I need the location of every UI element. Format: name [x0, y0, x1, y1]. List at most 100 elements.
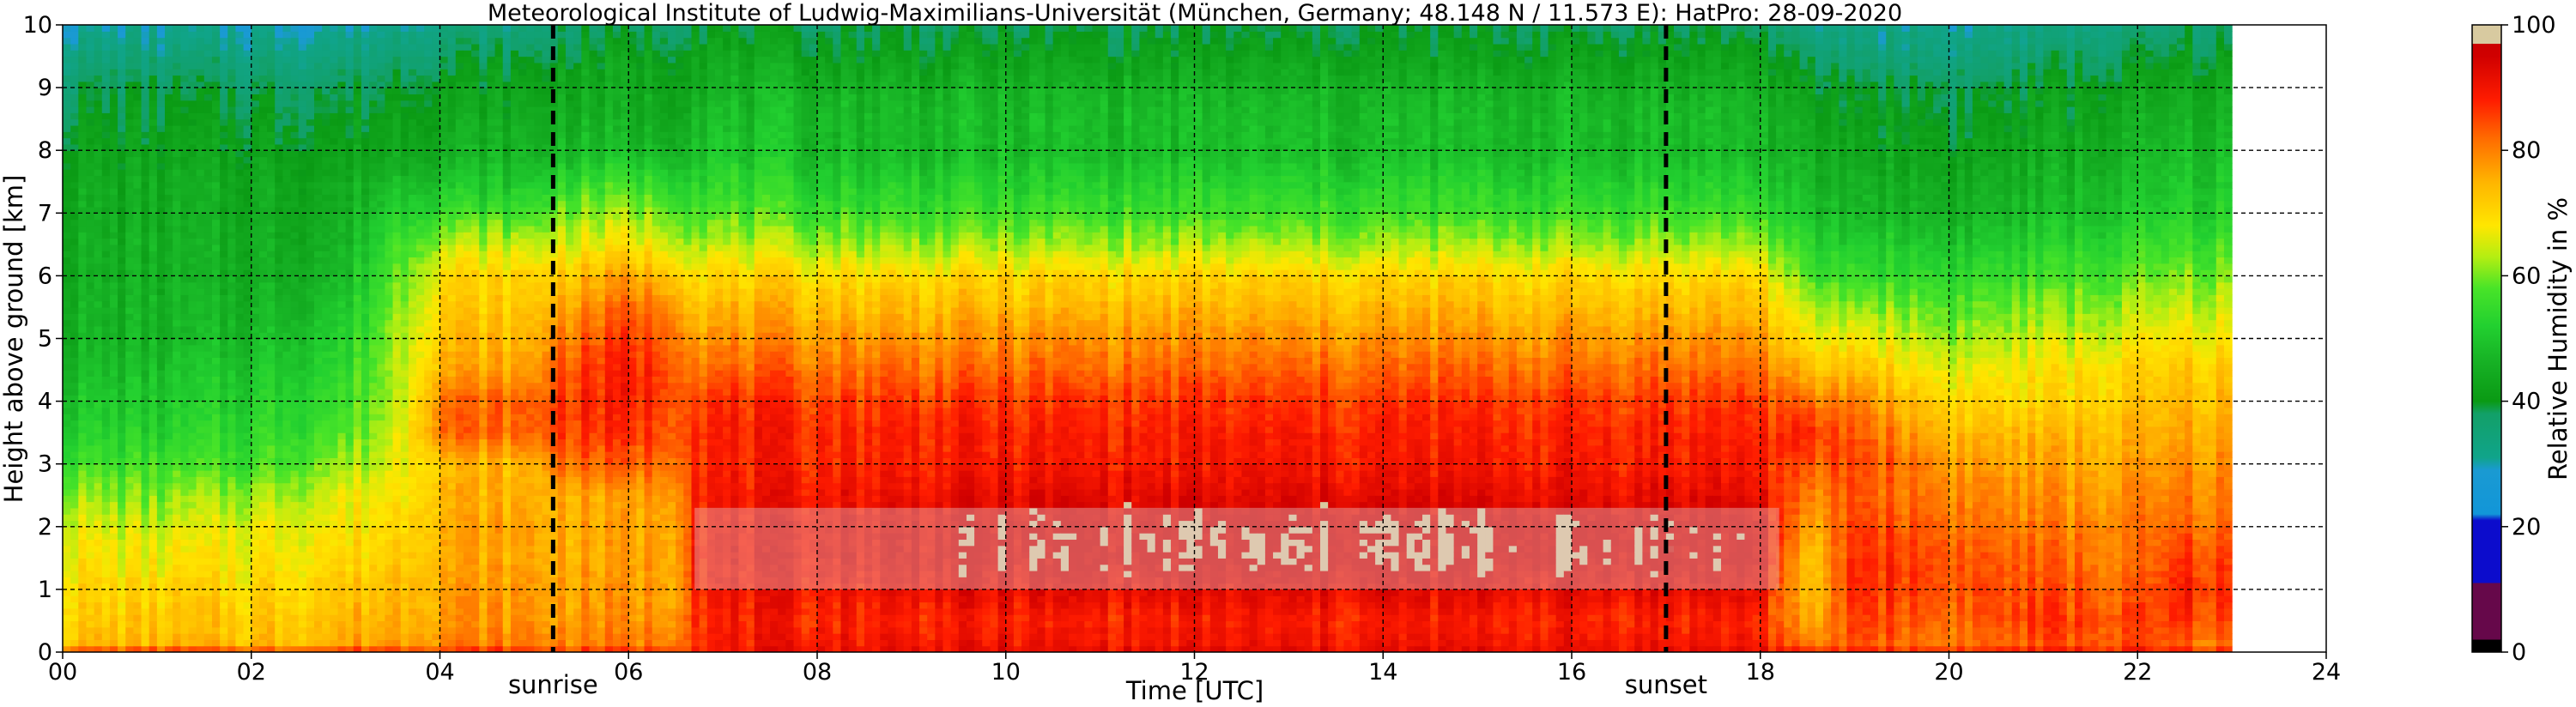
heatmap-cell: [369, 470, 378, 477]
heatmap-cell: [173, 100, 181, 107]
heatmap-cell: [322, 275, 330, 283]
heatmap-cell: [377, 507, 386, 515]
heatmap-cell: [290, 533, 300, 541]
heatmap-cell: [439, 50, 449, 57]
heatmap-cell: [86, 488, 95, 496]
heatmap-cell: [109, 476, 118, 484]
heatmap-cell: [258, 156, 268, 164]
heatmap-cell: [63, 614, 71, 622]
heatmap-cell: [447, 306, 457, 314]
heatmap-cell: [369, 332, 378, 340]
heatmap-cell: [258, 382, 268, 390]
heatmap-cell: [439, 325, 449, 333]
heatmap-cell: [125, 545, 135, 553]
heatmap-cell: [243, 357, 252, 365]
heatmap-cell: [377, 414, 386, 421]
heatmap-cell: [165, 463, 173, 471]
heatmap-cell: [439, 507, 449, 515]
heatmap-cell: [109, 25, 118, 32]
heatmap-cell: [408, 124, 417, 132]
heatmap-cell: [227, 269, 237, 276]
heatmap-cell: [258, 25, 268, 32]
heatmap-cell: [109, 319, 118, 327]
heatmap-cell: [94, 401, 103, 408]
heatmap-cell: [337, 169, 347, 177]
heatmap-cell: [361, 275, 370, 283]
heatmap-cell: [243, 376, 252, 384]
heatmap-cell: [298, 275, 307, 283]
heatmap-cell: [148, 482, 158, 490]
heatmap-cell: [101, 88, 111, 95]
heatmap-cell: [400, 401, 409, 408]
heatmap-cell: [290, 332, 300, 340]
heatmap-cell: [165, 520, 173, 528]
heatmap-cell: [220, 150, 228, 158]
heatmap-cell: [258, 56, 268, 63]
heatmap-cell: [165, 601, 173, 609]
heatmap-cell: [258, 338, 268, 346]
heatmap-cell: [432, 344, 441, 352]
heatmap-cell: [141, 43, 150, 51]
heatmap-cell: [251, 438, 260, 446]
heatmap-cell: [101, 69, 111, 76]
heatmap-cell: [400, 124, 409, 132]
heatmap-cell: [298, 357, 307, 365]
heatmap-cell: [148, 395, 158, 402]
heatmap-cell: [330, 495, 339, 503]
heatmap-cell: [416, 577, 425, 584]
heatmap-cell: [180, 181, 190, 189]
heatmap-cell: [125, 633, 135, 640]
heatmap-cell: [109, 407, 118, 414]
heatmap-cell: [156, 43, 166, 51]
heatmap-cell: [203, 533, 213, 541]
heatmap-cell: [330, 294, 339, 302]
heatmap-cell: [369, 169, 378, 177]
heatmap-cell: [439, 225, 449, 233]
heatmap-cell: [227, 244, 237, 251]
heatmap-cell: [337, 614, 347, 622]
heatmap-cell: [385, 545, 394, 553]
heatmap-cell: [196, 520, 205, 528]
heatmap-cell: [94, 319, 103, 327]
heatmap-cell: [70, 251, 79, 258]
heatmap-cell: [282, 81, 292, 88]
heatmap-cell: [203, 150, 213, 158]
heatmap-cell: [141, 306, 150, 314]
heatmap-cell: [424, 288, 433, 295]
heatmap-cell: [353, 626, 362, 634]
heatmap-cell: [165, 470, 173, 477]
heatmap-cell: [416, 118, 425, 126]
heatmap-cell: [188, 370, 197, 377]
heatmap-cell: [306, 56, 315, 63]
heatmap-cell: [345, 507, 355, 515]
heatmap-cell: [275, 395, 283, 402]
heatmap-cell: [188, 376, 197, 384]
heatmap-cell: [322, 495, 330, 503]
heatmap-cell: [63, 319, 71, 327]
heatmap-cell: [361, 225, 370, 233]
heatmap-cell: [243, 162, 252, 170]
heatmap-cell: [109, 583, 118, 590]
heatmap-cell: [306, 382, 315, 390]
heatmap-cell: [227, 495, 237, 503]
heatmap-cell: [70, 69, 79, 76]
heatmap-cell: [70, 31, 79, 39]
heatmap-cell: [125, 432, 135, 440]
heatmap-cell: [173, 251, 181, 258]
heatmap-cell: [133, 407, 142, 414]
heatmap-cell: [220, 213, 228, 221]
heatmap-cell: [118, 150, 126, 158]
heatmap-cell: [203, 219, 213, 227]
heatmap-cell: [330, 62, 339, 69]
heatmap-cell: [63, 357, 71, 365]
heatmap-cell: [447, 595, 457, 603]
heatmap-cell: [377, 501, 386, 509]
heatmap-cell: [345, 124, 355, 132]
heatmap-cell: [267, 25, 276, 32]
heatmap-cell: [251, 306, 260, 314]
heatmap-cell: [353, 112, 362, 120]
heatmap-cell: [196, 325, 205, 333]
heatmap-cell: [290, 501, 300, 509]
heatmap-cell: [203, 583, 213, 590]
heatmap-cell: [361, 564, 370, 571]
